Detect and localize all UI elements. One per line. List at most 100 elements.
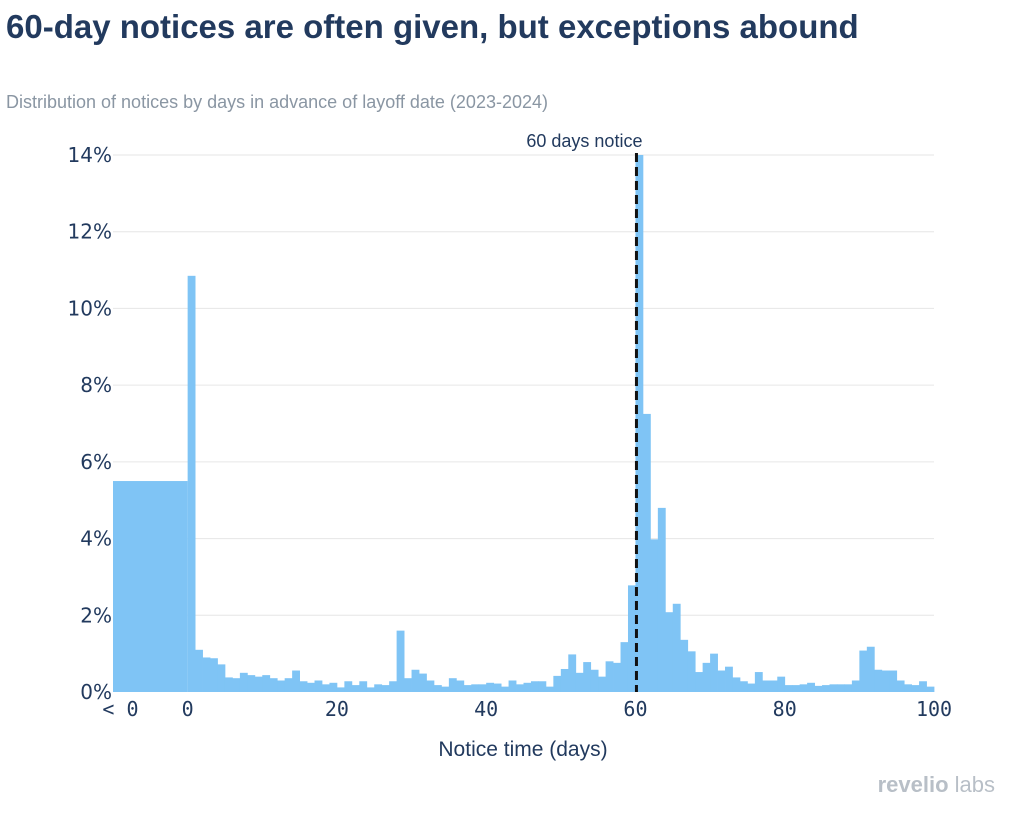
logo-suffix-text: labs — [954, 772, 995, 797]
bar — [493, 683, 502, 692]
bar — [866, 646, 875, 692]
bar — [471, 684, 480, 692]
bar — [635, 155, 644, 692]
bar — [769, 680, 778, 692]
bar — [419, 673, 427, 692]
bar — [807, 682, 815, 692]
sixty-day-marker-label: 60 days notice — [526, 131, 642, 151]
x-tick-label: < 0 — [102, 697, 138, 721]
bar — [299, 681, 308, 692]
y-tick-label: 4% — [80, 527, 112, 551]
bar — [239, 672, 248, 692]
bar — [359, 681, 368, 692]
bar — [904, 684, 913, 692]
bar — [314, 680, 323, 692]
bar — [210, 658, 218, 692]
bar — [672, 603, 681, 692]
bar — [530, 681, 539, 692]
bar — [553, 675, 562, 692]
bar — [680, 639, 689, 692]
bar — [501, 686, 509, 692]
bar — [799, 684, 808, 692]
bar — [307, 682, 315, 692]
bar — [620, 642, 629, 692]
bar — [889, 670, 898, 692]
y-tick-label: 12% — [68, 220, 112, 244]
bar — [710, 653, 718, 692]
bar — [381, 685, 390, 692]
bar — [448, 678, 457, 692]
bar — [695, 672, 704, 692]
x-axis-ticks: < 0 0 20 40 60 80 100 — [102, 697, 952, 721]
bar — [911, 685, 920, 692]
bar — [665, 612, 674, 692]
bar — [389, 681, 398, 692]
bar — [195, 649, 203, 692]
bar — [351, 685, 360, 692]
bar — [538, 681, 547, 692]
bar — [732, 677, 741, 692]
y-tick-label: 10% — [68, 296, 112, 320]
x-tick-label: 40 — [474, 697, 498, 721]
bar — [523, 682, 532, 692]
bar — [717, 670, 726, 692]
bar — [747, 683, 756, 692]
bar — [545, 686, 554, 692]
bar — [366, 687, 375, 692]
y-tick-label: 8% — [80, 373, 112, 397]
bar — [284, 678, 293, 692]
x-tick-label: 60 — [623, 697, 647, 721]
bar — [217, 664, 226, 692]
bar — [851, 680, 860, 692]
bar — [463, 685, 472, 692]
y-tick-label: 14% — [68, 143, 112, 167]
bar — [598, 676, 606, 692]
bar — [590, 669, 599, 692]
bar — [478, 684, 487, 692]
bar — [426, 680, 435, 692]
bar — [739, 681, 748, 692]
bar — [456, 680, 465, 692]
bar — [762, 680, 771, 692]
revelio-labs-logo: revelio labs — [878, 772, 995, 798]
x-tick-label: 20 — [325, 697, 349, 721]
bar — [329, 682, 338, 692]
chart-title: 60-day notices are often given, but exce… — [6, 8, 859, 45]
bar — [374, 684, 383, 692]
bar — [433, 685, 442, 692]
bar — [344, 681, 353, 692]
bar — [896, 680, 905, 692]
bar — [919, 681, 927, 692]
bar — [202, 657, 211, 692]
bar — [687, 651, 696, 692]
bar — [292, 670, 300, 692]
bar — [224, 677, 233, 692]
bar — [262, 675, 271, 692]
bar — [822, 685, 830, 692]
bar — [232, 678, 241, 692]
bar — [650, 539, 659, 692]
bar — [277, 680, 286, 692]
bar — [777, 676, 786, 692]
bar — [844, 684, 853, 692]
bar — [560, 668, 569, 692]
bar — [829, 684, 838, 692]
bar — [486, 682, 495, 692]
bar — [784, 685, 793, 692]
bar-negative-days — [113, 481, 188, 692]
bar — [575, 672, 584, 692]
bar — [836, 684, 845, 692]
bar — [247, 675, 256, 692]
y-axis-ticks: 0% 2% 4% 6% 8% 10% 12% 14% — [68, 143, 112, 704]
bar — [874, 669, 883, 692]
bar — [792, 685, 801, 692]
y-tick-label: 0% — [80, 680, 112, 704]
bar — [396, 630, 405, 692]
logo-main-text: revelio — [877, 772, 949, 797]
bar — [926, 686, 935, 692]
gridlines — [113, 154, 934, 616]
bar — [336, 687, 345, 692]
bar — [605, 661, 614, 692]
bar — [859, 650, 868, 692]
bar — [725, 666, 733, 692]
